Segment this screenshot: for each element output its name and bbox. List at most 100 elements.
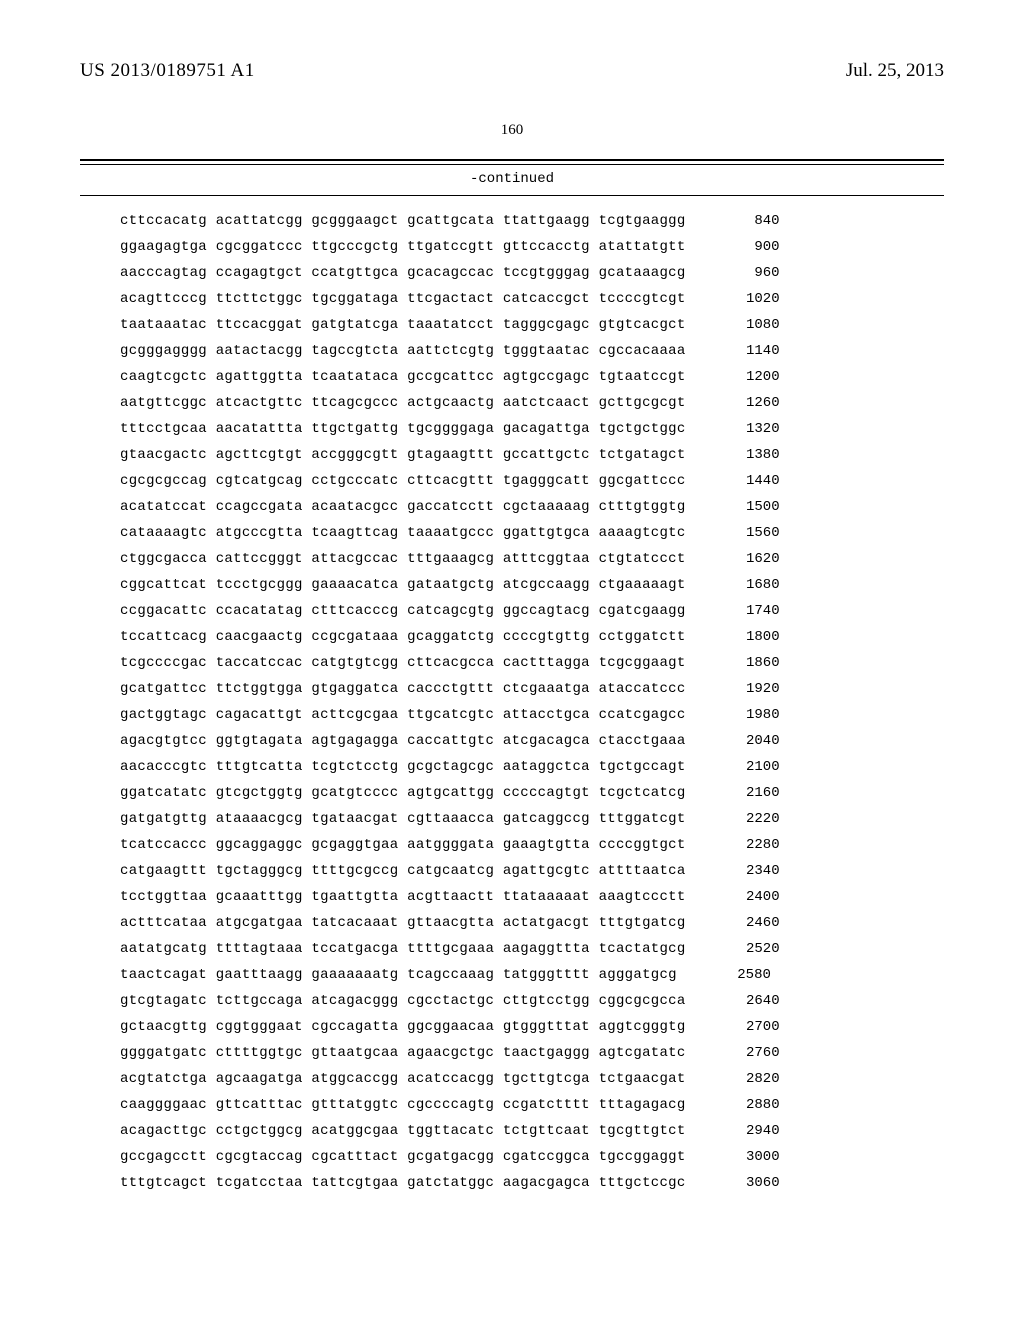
publication-number: US 2013/0189751 A1 bbox=[80, 60, 255, 82]
sequence-position: 3000 bbox=[710, 1150, 780, 1164]
sequence-row: gctaacgttg cggtgggaat cgccagatta ggcggaa… bbox=[120, 1020, 944, 1034]
sequence-row: cataaaagtc atgcccgtta tcaagttcag taaaatg… bbox=[120, 526, 944, 540]
sequence-bases: ggatcatatc gtcgctggtg gcatgtcccc agtgcat… bbox=[120, 786, 686, 800]
sequence-bases: taactcagat gaatttaagg gaaaaaaatg tcagcca… bbox=[120, 968, 677, 982]
sequence-position: 1140 bbox=[710, 344, 780, 358]
sequence-row: agacgtgtcc ggtgtagata agtgagagga caccatt… bbox=[120, 734, 944, 748]
sequence-row: caagtcgctc agattggtta tcaatataca gccgcat… bbox=[120, 370, 944, 384]
sequence-position: 960 bbox=[710, 266, 780, 280]
sequence-row: gcatgattcc ttctggtgga gtgaggatca caccctg… bbox=[120, 682, 944, 696]
sequence-bases: cttccacatg acattatcgg gcgggaagct gcattgc… bbox=[120, 214, 686, 228]
sequence-row: gccgagcctt cgcgtaccag cgcatttact gcgatga… bbox=[120, 1150, 944, 1164]
sequence-bases: gatgatgttg ataaaacgcg tgataacgat cgttaaa… bbox=[120, 812, 686, 826]
sequence-row: tttcctgcaa aacatattta ttgctgattg tgcgggg… bbox=[120, 422, 944, 436]
sequence-position: 2820 bbox=[710, 1072, 780, 1086]
sequence-position: 1680 bbox=[710, 578, 780, 592]
sequence-position: 2160 bbox=[710, 786, 780, 800]
sequence-bases: caaggggaac gttcatttac gtttatggtc cgcccca… bbox=[120, 1098, 686, 1112]
sequence-row: gcgggagggg aatactacgg tagccgtcta aattctc… bbox=[120, 344, 944, 358]
continued-label: -continued bbox=[80, 171, 944, 187]
sequence-position: 1320 bbox=[710, 422, 780, 436]
sequence-row: tttgtcagct tcgatcctaa tattcgtgaa gatctat… bbox=[120, 1176, 944, 1190]
sequence-row: ggaagagtga cgcggatccc ttgcccgctg ttgatcc… bbox=[120, 240, 944, 254]
sequence-bases: cataaaagtc atgcccgtta tcaagttcag taaaatg… bbox=[120, 526, 686, 540]
sequence-row: ggatcatatc gtcgctggtg gcatgtcccc agtgcat… bbox=[120, 786, 944, 800]
sequence-row: taataaatac ttccacggat gatgtatcga taaatat… bbox=[120, 318, 944, 332]
sequence-bases: gtaacgactc agcttcgtgt accgggcgtt gtagaag… bbox=[120, 448, 686, 462]
sequence-row: aatatgcatg ttttagtaaa tccatgacga ttttgcg… bbox=[120, 942, 944, 956]
sequence-row: acgtatctga agcaagatga atggcaccgg acatcca… bbox=[120, 1072, 944, 1086]
sequence-bases: ccggacattc ccacatatag ctttcacccg catcagc… bbox=[120, 604, 686, 618]
sequence-bases: gctaacgttg cggtgggaat cgccagatta ggcggaa… bbox=[120, 1020, 686, 1034]
sequence-bases: ggggatgatc cttttggtgc gttaatgcaa agaacgc… bbox=[120, 1046, 686, 1060]
sequence-row: caaggggaac gttcatttac gtttatggtc cgcccca… bbox=[120, 1098, 944, 1112]
sequence-row: gtcgtagatc tcttgccaga atcagacggg cgcctac… bbox=[120, 994, 944, 1008]
publication-date: Jul. 25, 2013 bbox=[846, 60, 944, 82]
sequence-row: cttccacatg acattatcgg gcgggaagct gcattgc… bbox=[120, 214, 944, 228]
sequence-position: 1200 bbox=[710, 370, 780, 384]
sequence-position: 2460 bbox=[710, 916, 780, 930]
sequence-position: 1260 bbox=[710, 396, 780, 410]
sequence-row: aacacccgtc tttgtcatta tcgtctcctg gcgctag… bbox=[120, 760, 944, 774]
sequence-position: 2280 bbox=[710, 838, 780, 852]
sequence-position: 1560 bbox=[710, 526, 780, 540]
sequence-position: 2520 bbox=[710, 942, 780, 956]
sequence-position: 2760 bbox=[710, 1046, 780, 1060]
sequence-row: actttcataa atgcgatgaa tatcacaaat gttaacg… bbox=[120, 916, 944, 930]
sequence-bases: gtcgtagatc tcttgccaga atcagacggg cgcctac… bbox=[120, 994, 686, 1008]
sequence-bases: actttcataa atgcgatgaa tatcacaaat gttaacg… bbox=[120, 916, 686, 930]
sequence-bases: tttcctgcaa aacatattta ttgctgattg tgcgggg… bbox=[120, 422, 686, 436]
sequence-position: 2040 bbox=[710, 734, 780, 748]
sequence-bases: aatgttcggc atcactgttc ttcagcgccc actgcaa… bbox=[120, 396, 686, 410]
sequence-position: 1020 bbox=[710, 292, 780, 306]
sequence-bases: tcgccccgac taccatccac catgtgtcgg cttcacg… bbox=[120, 656, 686, 670]
sequence-position: 1800 bbox=[710, 630, 780, 644]
sequence-bases: ctggcgacca cattccgggt attacgccac tttgaaa… bbox=[120, 552, 686, 566]
sequence-position: 1380 bbox=[710, 448, 780, 462]
sequence-bases: tccattcacg caacgaactg ccgcgataaa gcaggat… bbox=[120, 630, 686, 644]
sequence-position: 1080 bbox=[710, 318, 780, 332]
sequence-bases: aatatgcatg ttttagtaaa tccatgacga ttttgcg… bbox=[120, 942, 686, 956]
sequence-bases: taataaatac ttccacggat gatgtatcga taaatat… bbox=[120, 318, 686, 332]
sequence-row: tcgccccgac taccatccac catgtgtcgg cttcacg… bbox=[120, 656, 944, 670]
sequence-bases: tcatccaccc ggcaggaggc gcgaggtgaa aatgggg… bbox=[120, 838, 686, 852]
sequence-bases: cgcgcgccag cgtcatgcag cctgcccatc cttcacg… bbox=[120, 474, 686, 488]
sequence-bases: caagtcgctc agattggtta tcaatataca gccgcat… bbox=[120, 370, 686, 384]
sequence-listing: cttccacatg acattatcgg gcgggaagct gcattgc… bbox=[120, 214, 944, 1190]
sequence-bases: gccgagcctt cgcgtaccag cgcatttact gcgatga… bbox=[120, 1150, 686, 1164]
sequence-row: acatatccat ccagccgata acaatacgcc gaccatc… bbox=[120, 500, 944, 514]
sequence-position: 2220 bbox=[710, 812, 780, 826]
page-header: US 2013/0189751 A1 Jul. 25, 2013 bbox=[80, 60, 944, 82]
sequence-position: 1920 bbox=[710, 682, 780, 696]
sequence-position: 900 bbox=[710, 240, 780, 254]
patent-page: US 2013/0189751 A1 Jul. 25, 2013 160 -co… bbox=[0, 0, 1024, 1242]
sequence-position: 1740 bbox=[710, 604, 780, 618]
sequence-position: 2940 bbox=[710, 1124, 780, 1138]
page-number: 160 bbox=[80, 122, 944, 139]
sequence-row: ccggacattc ccacatatag ctttcacccg catcagc… bbox=[120, 604, 944, 618]
sequence-bases: aacccagtag ccagagtgct ccatgttgca gcacagc… bbox=[120, 266, 686, 280]
sequence-position: 2400 bbox=[710, 890, 780, 904]
sequence-position: 1980 bbox=[710, 708, 780, 722]
sequence-row: gatgatgttg ataaaacgcg tgataacgat cgttaaa… bbox=[120, 812, 944, 826]
sequence-row: catgaagttt tgctagggcg ttttgcgccg catgcaa… bbox=[120, 864, 944, 878]
sequence-row: aatgttcggc atcactgttc ttcagcgccc actgcaa… bbox=[120, 396, 944, 410]
sequence-bases: gcgggagggg aatactacgg tagccgtcta aattctc… bbox=[120, 344, 686, 358]
sequence-row: cggcattcat tccctgcggg gaaaacatca gataatg… bbox=[120, 578, 944, 592]
sequence-position: 840 bbox=[710, 214, 780, 228]
sequence-position: 3060 bbox=[710, 1176, 780, 1190]
sequence-bases: ggaagagtga cgcggatccc ttgcccgctg ttgatcc… bbox=[120, 240, 686, 254]
sequence-row: gtaacgactc agcttcgtgt accgggcgtt gtagaag… bbox=[120, 448, 944, 462]
sequence-position: 1440 bbox=[710, 474, 780, 488]
sequence-row: tccattcacg caacgaactg ccgcgataaa gcaggat… bbox=[120, 630, 944, 644]
sequence-row: aacccagtag ccagagtgct ccatgttgca gcacagc… bbox=[120, 266, 944, 280]
sequence-row: acagttcccg ttcttctggc tgcggataga ttcgact… bbox=[120, 292, 944, 306]
sequence-bases: gcatgattcc ttctggtgga gtgaggatca caccctg… bbox=[120, 682, 686, 696]
sequence-position: 2640 bbox=[710, 994, 780, 1008]
sequence-bases: agacgtgtcc ggtgtagata agtgagagga caccatt… bbox=[120, 734, 686, 748]
sequence-bases: gactggtagc cagacattgt acttcgcgaa ttgcatc… bbox=[120, 708, 686, 722]
rule-mid bbox=[80, 195, 944, 196]
sequence-position: 2700 bbox=[710, 1020, 780, 1034]
sequence-position: 1860 bbox=[710, 656, 780, 670]
sequence-bases: tttgtcagct tcgatcctaa tattcgtgaa gatctat… bbox=[120, 1176, 686, 1190]
